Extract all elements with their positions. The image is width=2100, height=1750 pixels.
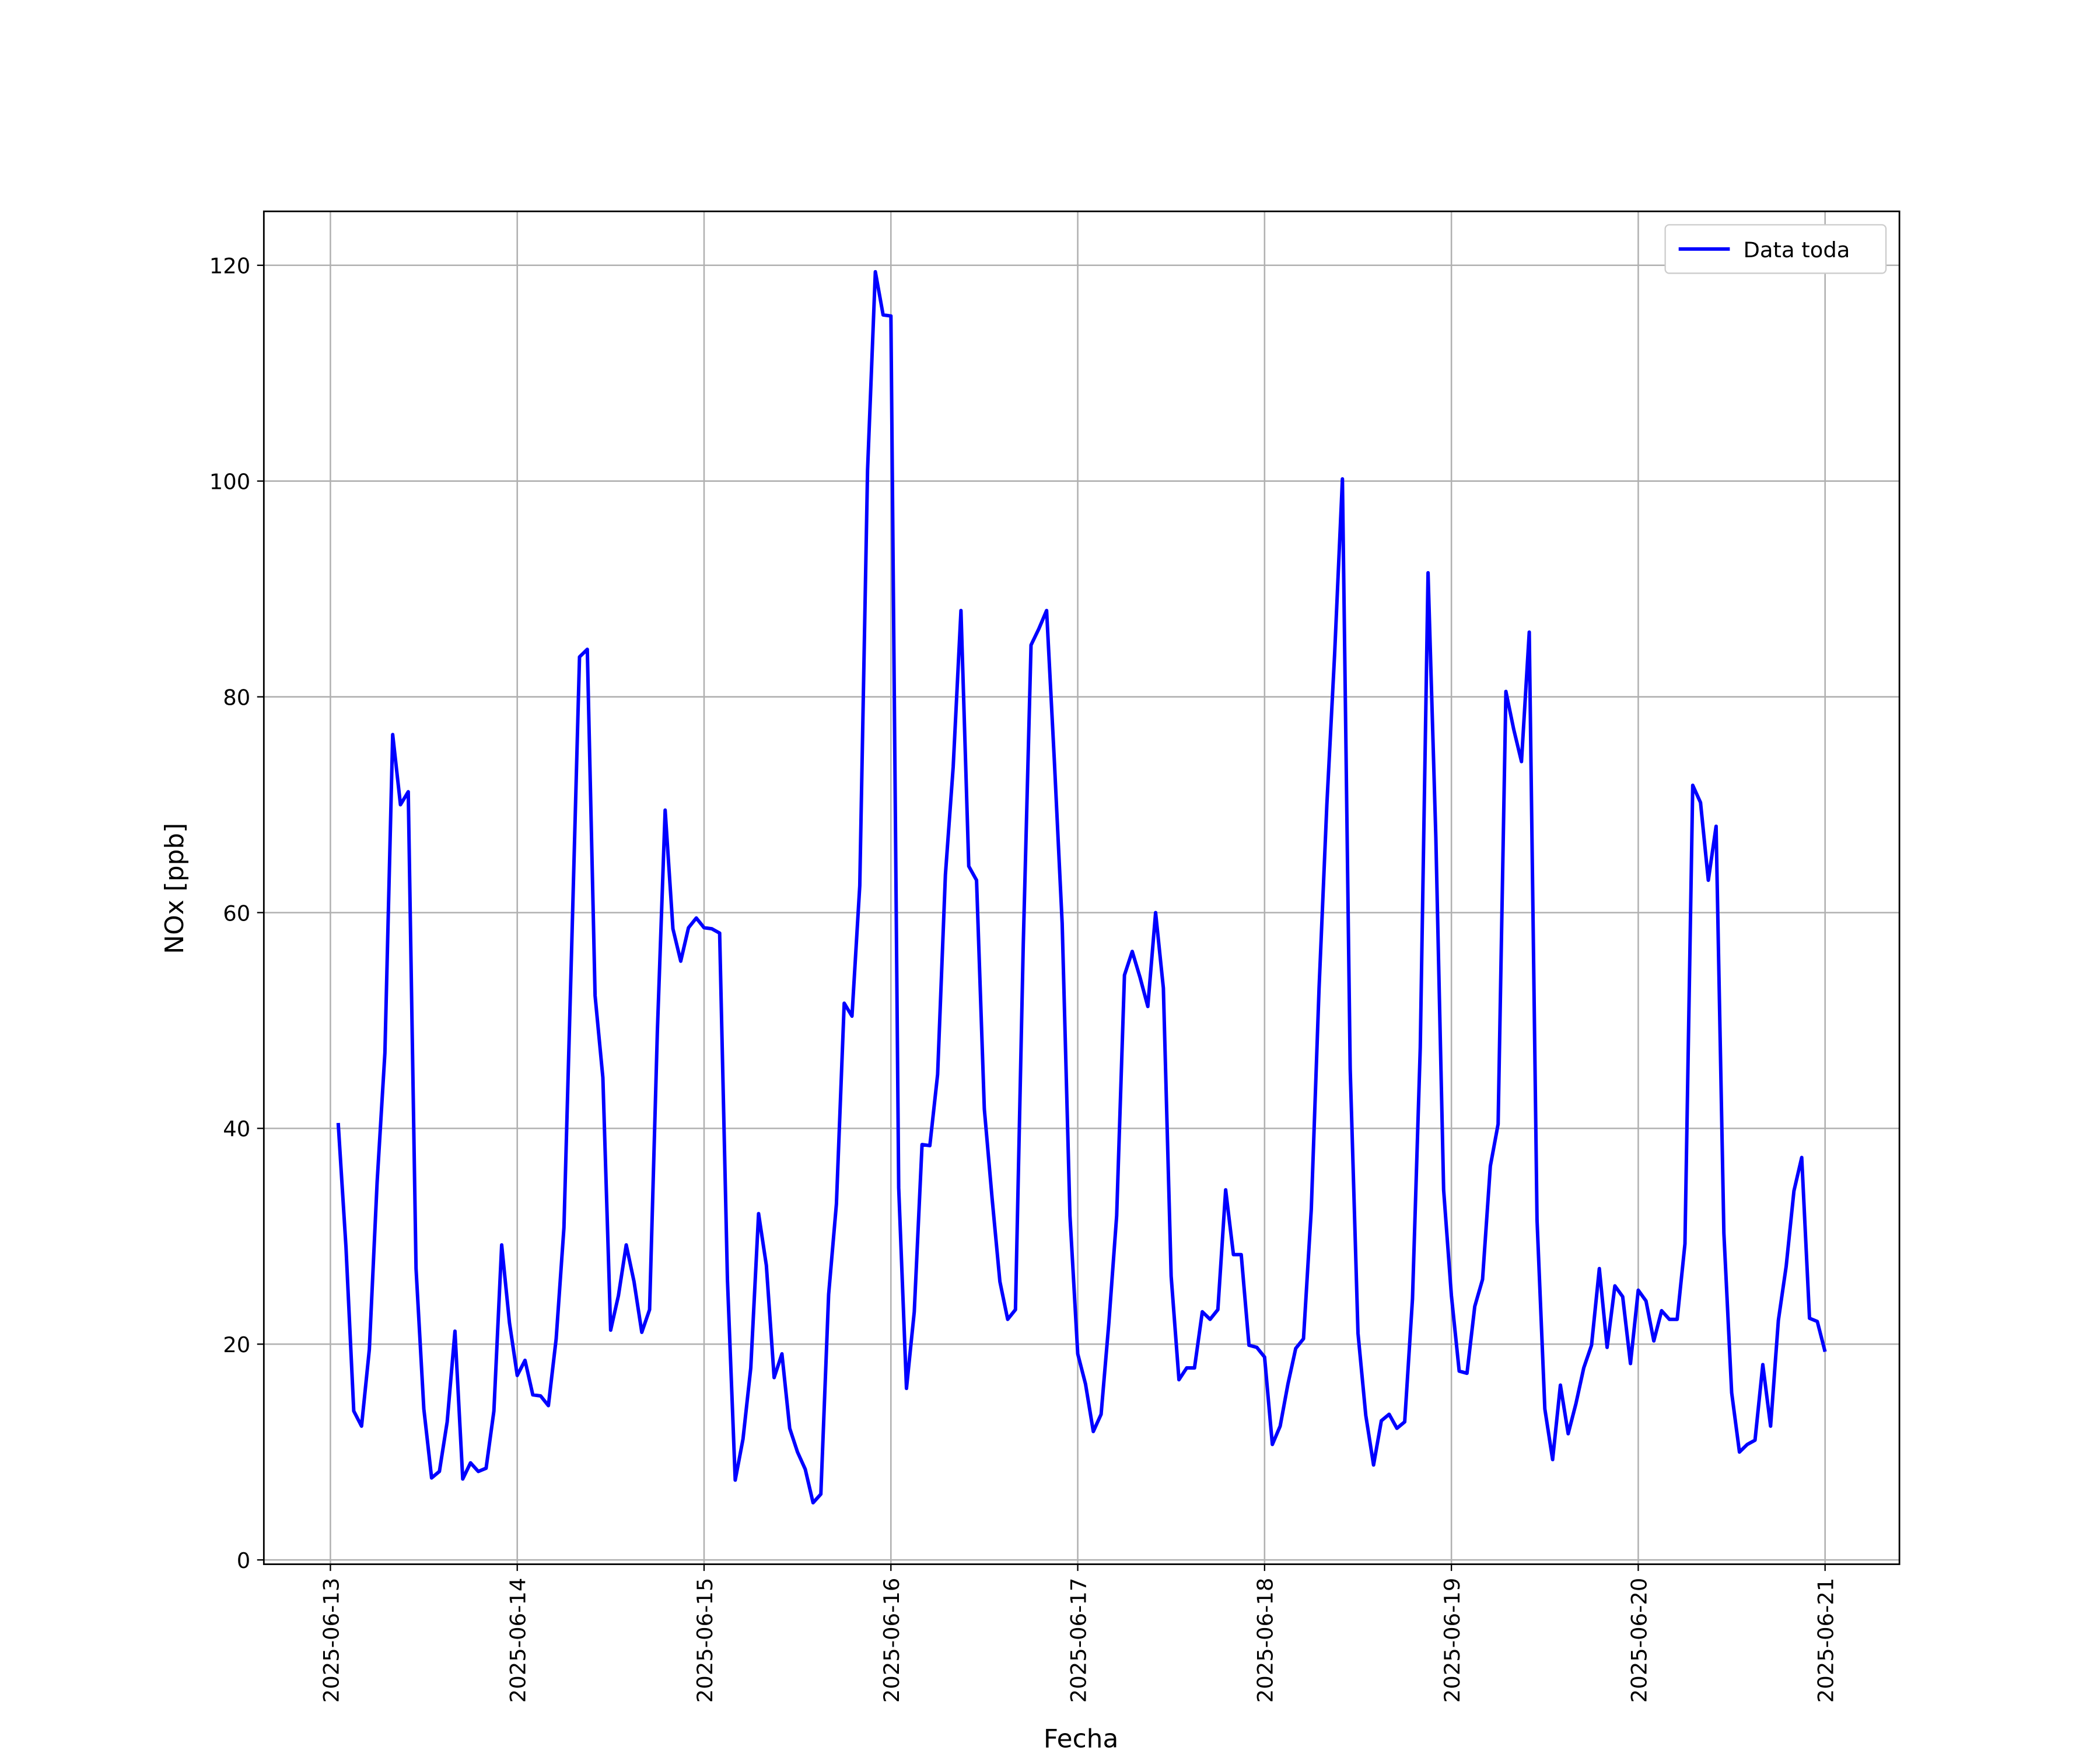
y-tick-label: 0	[237, 1548, 250, 1573]
y-axis-label: NOx [ppb]	[160, 823, 190, 954]
x-tick-label: 2025-06-19	[1440, 1578, 1465, 1703]
legend-box	[1664, 224, 1887, 274]
y-tick-label: 20	[223, 1332, 250, 1357]
data-line	[336, 270, 1827, 1505]
x-tick-label: 2025-06-16	[879, 1578, 904, 1703]
y-tick-label: 120	[209, 254, 250, 279]
plot-frame	[262, 210, 1901, 1565]
x-tick-label: 2025-06-15	[692, 1578, 718, 1703]
x-tick-label: 2025-06-13	[318, 1578, 344, 1703]
legend: Data toda	[1664, 224, 1887, 274]
legend-label: Data toda	[1743, 237, 1850, 262]
x-tick-label: 2025-06-17	[1066, 1578, 1091, 1703]
y-tick-label: 60	[223, 901, 250, 926]
y-tick-label: 100	[209, 470, 250, 495]
y-tick-label: 80	[223, 685, 250, 710]
x-tick-label: 2025-06-20	[1626, 1578, 1651, 1703]
x-axis-label: Fecha	[1044, 1724, 1119, 1750]
x-tick-label: 2025-06-21	[1814, 1578, 1839, 1703]
x-tick-label: 2025-06-14	[506, 1578, 531, 1703]
y-tick-label: 40	[223, 1116, 250, 1142]
x-tick-label: 2025-06-18	[1253, 1578, 1278, 1703]
